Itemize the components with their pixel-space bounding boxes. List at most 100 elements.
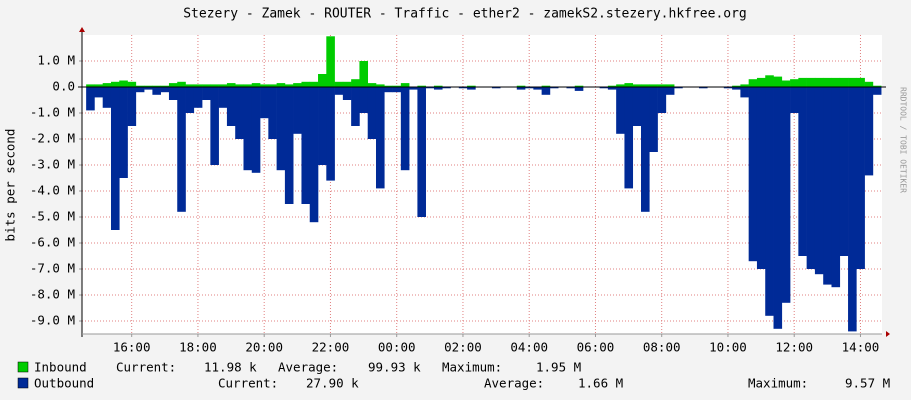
y-tick-label: -8.0 M [30, 287, 75, 302]
area-segment [400, 87, 410, 171]
area-segment [392, 85, 402, 87]
area-segment [210, 84, 219, 87]
area-segment [375, 87, 385, 189]
legend-swatch [17, 361, 29, 373]
chart-title: Stezery - Zamek - ROUTER - Traffic - eth… [183, 7, 747, 22]
area-segment [301, 81, 311, 87]
area-segment [773, 76, 783, 87]
area-segment [856, 87, 865, 269]
area-segment [359, 61, 369, 87]
area-segment [185, 87, 195, 113]
area-segment [732, 87, 741, 90]
area-segment [516, 85, 526, 87]
area-segment [119, 80, 128, 87]
area-segment [798, 77, 807, 87]
area-segment [276, 83, 286, 87]
x-tick-label: 12:00 [775, 340, 813, 355]
watermark: RRDTOOL / TOBI OETIKER [899, 87, 908, 193]
area-segment [574, 85, 584, 87]
area-segment [86, 84, 95, 87]
area-segment [218, 84, 228, 87]
legend-swatch [17, 377, 29, 389]
area-segment [152, 87, 161, 95]
area-segment [210, 87, 219, 165]
area-segment [268, 87, 277, 139]
area-segment [740, 87, 749, 98]
legend-stat: Current: [116, 360, 176, 375]
area-segment [367, 87, 377, 139]
area-segment [467, 87, 476, 90]
x-tick-label: 02:00 [444, 340, 482, 355]
area-segment [86, 87, 95, 111]
area-segment [848, 77, 857, 87]
area-segment [193, 84, 203, 87]
area-segment [218, 87, 228, 108]
area-segment [177, 81, 186, 87]
area-segment [632, 87, 642, 126]
area-segment [814, 87, 824, 275]
y-axis-label: bits per second [3, 129, 18, 242]
area-segment [243, 87, 253, 171]
y-tick-label: -6.0 M [30, 235, 75, 250]
area-segment [193, 87, 203, 108]
area-segment [756, 87, 766, 269]
area-segment [160, 85, 170, 87]
area-segment [541, 85, 551, 87]
legend-label: Outbound [34, 376, 94, 391]
area-segment [674, 87, 683, 89]
y-tick-label: -9.0 M [30, 313, 75, 328]
area-segment [723, 87, 733, 89]
x-tick-label: 08:00 [643, 340, 681, 355]
area-segment [326, 36, 335, 87]
legend-stat: Maximum: [442, 360, 502, 375]
area-segment [268, 84, 277, 87]
area-segment [823, 77, 832, 87]
area-segment [765, 75, 774, 87]
area-segment [94, 84, 104, 87]
area-segment [781, 87, 791, 303]
area-segment [400, 83, 410, 87]
area-segment [641, 84, 650, 87]
area-segment [872, 87, 882, 95]
area-segment [425, 87, 435, 89]
area-segment [641, 87, 650, 212]
area-segment [616, 84, 625, 87]
area-segment [293, 87, 302, 134]
x-tick-label: 20:00 [245, 340, 283, 355]
area-segment [226, 87, 236, 126]
area-segment [433, 85, 443, 87]
area-segment [698, 87, 708, 89]
area-segment [235, 84, 244, 87]
y-tick-label: -5.0 M [30, 209, 75, 224]
area-segment [119, 87, 128, 178]
area-segment [790, 79, 799, 87]
area-segment [251, 83, 261, 87]
area-segment [649, 87, 658, 152]
area-segment [616, 87, 625, 134]
area-segment [433, 87, 443, 90]
area-segment [773, 87, 783, 329]
area-segment [665, 84, 675, 87]
area-segment [235, 87, 244, 139]
area-segment [806, 77, 816, 87]
area-segment [334, 81, 344, 87]
axes: 1.0 M 0.0 -1.0 M -2.0 M -3.0 M -4.0 M -5.0 M -6… [30, 27, 890, 355]
legend-stat: 1.66 M [578, 376, 623, 391]
area-segment [185, 84, 195, 87]
axis-arrow [886, 331, 890, 337]
y-tick-label: -4.0 M [30, 183, 75, 198]
area-segment [384, 85, 393, 87]
area-segment [342, 87, 352, 100]
area-segment [814, 77, 824, 87]
area-segment [243, 84, 253, 87]
area-segment [367, 83, 377, 87]
area-segment [226, 83, 236, 87]
axis-arrow [79, 27, 85, 32]
area-segment [392, 87, 402, 93]
area-segment [127, 87, 137, 126]
area-segment [301, 87, 311, 204]
y-tick-label: -2.0 M [30, 131, 75, 146]
x-tick-label: 16:00 [113, 340, 151, 355]
area-segment [127, 81, 137, 87]
area-segment [864, 87, 874, 176]
